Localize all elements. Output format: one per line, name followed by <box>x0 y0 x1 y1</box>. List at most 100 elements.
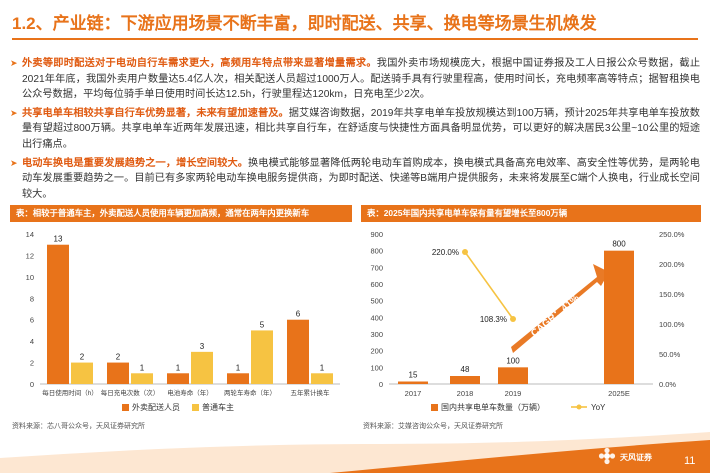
legend-label: 国内共享电单车数量（万辆） <box>441 402 545 412</box>
bar <box>167 373 189 384</box>
logo-text: 天风证券 <box>620 453 652 462</box>
legend-swatch <box>122 404 129 411</box>
data-label: 48 <box>461 365 470 374</box>
y-tick-label: 0 <box>379 380 383 389</box>
legend-swatch <box>431 404 438 411</box>
bullet-item: ➤ 电动车换电是重要发展趋势之一，增长空间较大。换电模式能够显著降低两轮电动车首… <box>10 156 700 203</box>
right-combo-chart: 0 100 200 300 400 500 600 700 800 900 0.0% 50.0% 100… <box>370 230 685 412</box>
y-tick-label: 300 <box>370 330 383 339</box>
company-logo <box>598 447 658 469</box>
y-tick-label: 900 <box>370 230 383 239</box>
legend-label: 外卖配送人员 <box>132 402 180 412</box>
data-label: 1 <box>320 363 325 372</box>
data-label: 5 <box>260 320 265 329</box>
bar <box>311 373 333 384</box>
left-bar-chart: 02468101214132每日使用时间（h）21每日充电次数（次）13电池寿命… <box>26 230 340 412</box>
left-chart-header: 表：相较于普通车主，外卖配送人员使用车辆更加高频，通常在两年内更换新车 <box>10 205 352 222</box>
right-chart-panel: 表：2025年国内共享电单车保有量有望增长至800万辆 0 100 200 300 40… <box>361 205 701 435</box>
category-label: 五年累计换车 <box>291 388 331 397</box>
bullet-body: 换电模式能够显著降低两轮电动车首购成本，换电模式具备高充电效率、高安全性等优势，… <box>22 157 700 200</box>
bullet-item: ➤ 外卖等即时配送对于电动自行车需求更大，高频用车特点带来显著增量需求。我国外卖… <box>10 56 700 103</box>
y-tick-label: 10 <box>26 273 34 282</box>
data-label: 2 <box>116 353 121 362</box>
y-tick-label: 14 <box>26 230 34 239</box>
data-label: 13 <box>54 235 63 244</box>
page-title: 1.2、产业链：下游应用场景不断丰富，即时配送、共享、换电等场景生机焕发 <box>12 14 597 33</box>
bar <box>191 351 213 384</box>
left-chart-panel: 表：相较于普通车主，外卖配送人员使用车辆更加高频，通常在两年内更换新车 0 2 4 6… <box>10 205 352 435</box>
bar <box>398 381 428 384</box>
bar <box>251 330 273 384</box>
bar <box>71 362 93 384</box>
bullet-item: ➤ 共享电单车相较共享自行车优势显著，未来有望加速普及。据艾媒咨询数据，2019… <box>10 106 700 153</box>
y-tick-label: 400 <box>370 313 383 322</box>
y-tick-label: 4 <box>30 337 34 346</box>
y-tick-label: 8 <box>30 294 34 303</box>
bar <box>47 244 69 384</box>
y2-tick-label: 0.0% <box>659 380 676 389</box>
page-number: 11 <box>684 455 696 467</box>
y-tick-label: 100 <box>370 363 383 372</box>
bar <box>604 250 634 384</box>
title-bar: 1.2、产业链：下游应用场景不断丰富，即时配送、共享、换电等场景生机焕发 <box>0 0 710 44</box>
data-label: 100 <box>506 356 520 365</box>
y2-tick-label: 150.0% <box>659 290 685 299</box>
y-tick-label: 500 <box>370 297 383 306</box>
yoy-line <box>464 251 514 320</box>
bullet-body: 据艾媒咨询数据，2019年共享电单车投放规模达到100万辆，预计2025年共享电… <box>22 107 700 150</box>
yoy-label: 220.0% <box>432 248 459 257</box>
bar <box>498 367 528 384</box>
y-tick-label: 700 <box>370 263 383 272</box>
data-label: 800 <box>612 240 626 249</box>
footer-band <box>0 432 710 473</box>
bar <box>450 376 480 384</box>
yoy-label: 108.3% <box>480 315 507 324</box>
y2-tick-label: 200.0% <box>659 260 685 269</box>
category-label: 2017 <box>405 389 422 398</box>
bar <box>131 373 153 384</box>
bullet-body: 我国外卖市场规模庞大，根据中国证券报及工人日报公众号数据，截止2021年年底，我… <box>22 58 701 101</box>
arrow-icon: ➤ <box>10 157 18 168</box>
legend-marker <box>576 404 582 410</box>
data-label: 1 <box>140 363 145 372</box>
category-label: 2025E <box>608 389 630 398</box>
category-label: 2018 <box>457 389 474 398</box>
y-tick-label: 600 <box>370 280 383 289</box>
y-tick-label: 200 <box>370 347 383 356</box>
category-label: 电池寿命（年） <box>167 388 213 397</box>
bullet-highlight: 外卖等即时配送对于电动自行车需求更大，高频用车特点带来显著增量需求。 <box>22 58 377 69</box>
y-tick-label: 6 <box>30 316 34 325</box>
category-label: 2019 <box>505 389 522 398</box>
right-chart-header: 表：2025年国内共享电单车保有量有望增长至800万辆 <box>361 205 701 222</box>
cagr-arrow <box>511 264 609 353</box>
y2-tick-label: 100.0% <box>659 320 685 329</box>
data-label: 3 <box>200 342 205 351</box>
category-label: 两轮车寿命（年） <box>224 388 276 397</box>
y2-tick-label: 50.0% <box>659 350 681 359</box>
bullet-highlight: 电动车换电是重要发展趋势之一，增长空间较大。 <box>22 157 249 169</box>
data-label: 2 <box>80 353 85 362</box>
legend-swatch <box>192 404 199 411</box>
title-underline <box>12 38 698 40</box>
y-tick-label: 12 <box>26 251 34 260</box>
arrow-icon: ➤ <box>10 58 18 68</box>
y-tick-label: 800 <box>370 247 383 256</box>
bullet-highlight: 共享电单车相较共享自行车优势显著，未来有望加速普及。 <box>22 107 289 119</box>
yoy-point <box>510 316 516 323</box>
category-label: 每日充电次数（次） <box>101 388 160 397</box>
y2-tick-label: 250.0% <box>659 230 685 239</box>
data-label: 1 <box>176 363 181 372</box>
y-tick-label: 2 <box>30 359 34 368</box>
bar <box>227 373 249 384</box>
legend-label: YoY <box>591 403 606 412</box>
yoy-point <box>462 249 468 255</box>
data-label: 1 <box>236 363 241 372</box>
cagr-label: CAGR：41% <box>529 293 582 340</box>
legend-label: 普通车主 <box>202 402 234 412</box>
left-chart-source: 资料来源：芯八哥公众号，天风证券研究所 <box>12 423 145 430</box>
data-label: 6 <box>296 310 301 319</box>
arrow-icon: ➤ <box>10 107 18 118</box>
category-label: 每日使用时间（h） <box>42 388 98 397</box>
bar <box>107 362 129 384</box>
y-tick-label: 0 <box>30 380 34 389</box>
